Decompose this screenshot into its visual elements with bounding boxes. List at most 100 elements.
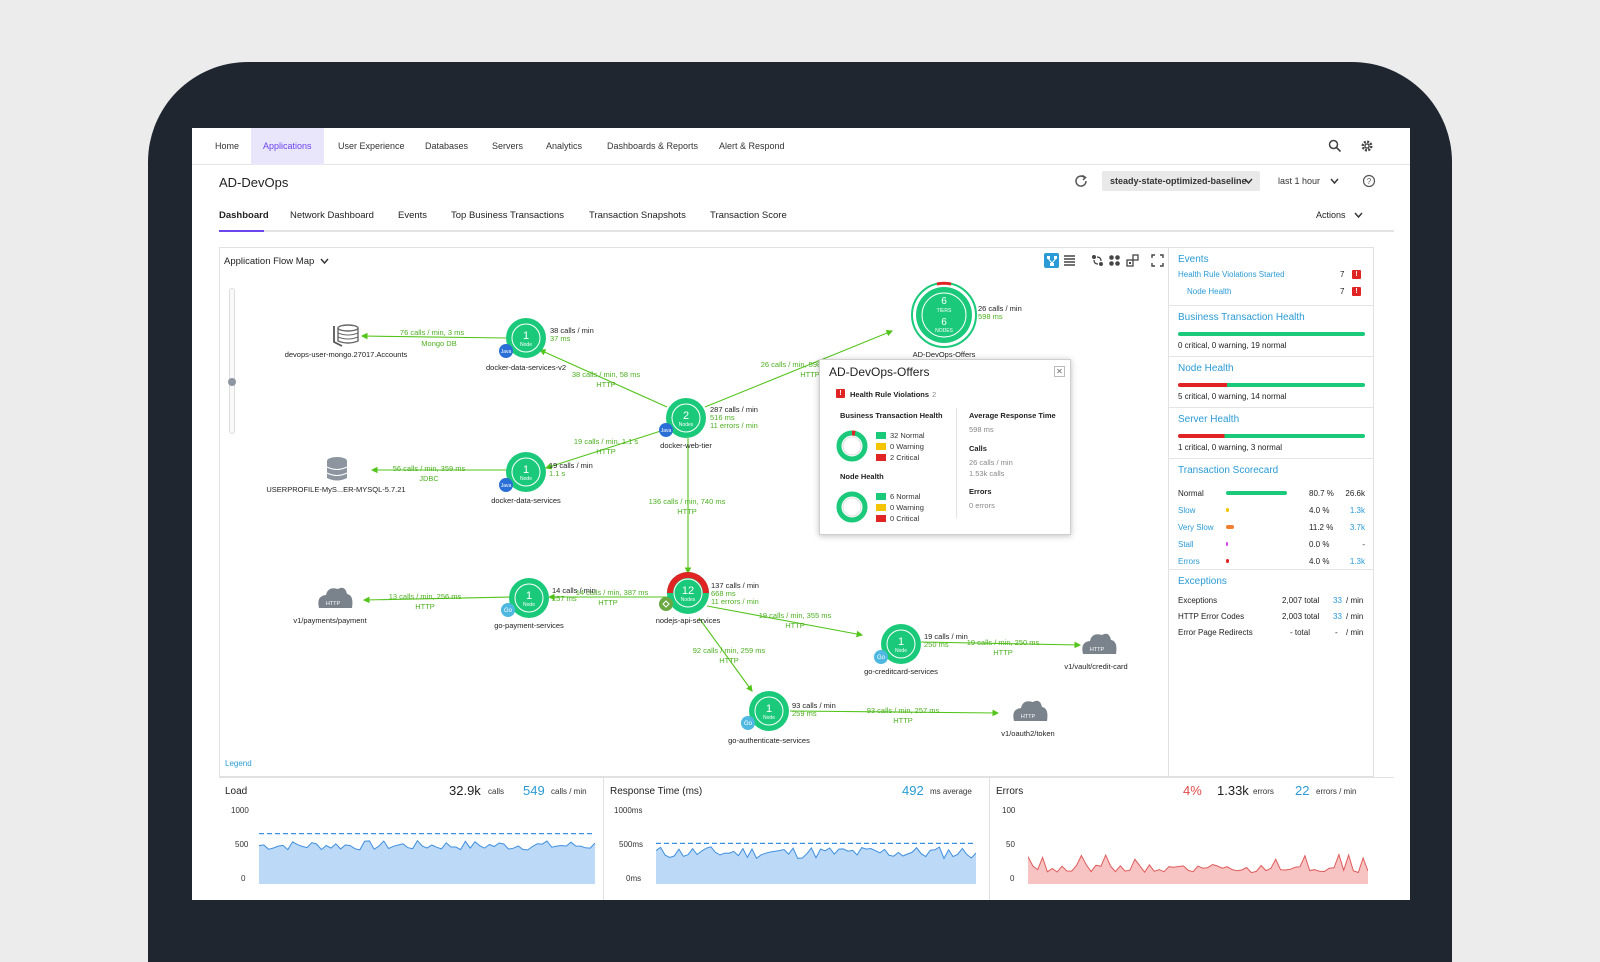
- help-icon[interactable]: ?: [1362, 174, 1376, 188]
- node-count: 12: [682, 585, 694, 597]
- node-go-authenticate-services[interactable]: 1 Node Go: [741, 691, 789, 731]
- errors-chart[interactable]: [1028, 814, 1368, 884]
- nav-dashboards-reports[interactable]: Dashboards & Reports: [607, 141, 699, 151]
- actions-menu[interactable]: Actions: [1316, 210, 1363, 220]
- load-rate: 549: [523, 783, 545, 798]
- event-row-label[interactable]: Health Rule Violations Started: [1178, 270, 1285, 279]
- event-row-label[interactable]: Node Health: [1187, 287, 1232, 296]
- refresh-icon[interactable]: [1073, 173, 1089, 189]
- nav-analytics[interactable]: Analytics: [546, 141, 583, 151]
- edge-label: 56 calls / min, 359 ms: [393, 464, 466, 473]
- node-go-payment-services[interactable]: 1 Node Go: [501, 578, 549, 618]
- y-tick: 0: [1010, 874, 1015, 883]
- scorecard-label[interactable]: Stall: [1178, 540, 1194, 549]
- tab-top-business-transactions[interactable]: Top Business Transactions: [451, 210, 565, 221]
- bt-health-title[interactable]: Business Transaction Health: [1178, 312, 1305, 323]
- response-time-chart[interactable]: [656, 814, 976, 884]
- zoom-slider-handle[interactable]: [228, 378, 236, 386]
- node-docker-data-services[interactable]: 1 Node Java: [499, 452, 546, 492]
- java-badge-icon: [499, 344, 513, 358]
- scorecard-count[interactable]: -: [1362, 540, 1365, 549]
- node-health-title[interactable]: Node Health: [1178, 363, 1234, 374]
- node-metric: 259 ms: [792, 709, 817, 718]
- nav-servers[interactable]: Servers: [492, 141, 524, 151]
- node-metric: 26 calls / min: [978, 304, 1022, 313]
- edge-cc-http[interactable]: [920, 641, 1082, 649]
- close-icon[interactable]: ✕: [1054, 366, 1065, 377]
- tab-transaction-snapshots[interactable]: Transaction Snapshots: [589, 210, 686, 221]
- http-cloud-icon[interactable]: HTTP: [318, 587, 353, 608]
- edge-web-ds[interactable]: [544, 427, 671, 470]
- scorecard-count[interactable]: 1.3k: [1349, 506, 1365, 515]
- nav-home[interactable]: Home: [215, 141, 240, 151]
- node-ad-devops-offers[interactable]: 6 TIERS 6 NODES: [911, 281, 977, 348]
- gear-icon[interactable]: [1360, 139, 1374, 153]
- errors-total-unit: errors: [1253, 787, 1274, 796]
- scorecard-percent: 0.0 %: [1309, 540, 1330, 549]
- nav-alert-respond[interactable]: Alert & Respond: [719, 141, 785, 151]
- nav-databases[interactable]: Databases: [425, 141, 469, 151]
- health-side-panel: Events Health Rule Violations Started 7 …: [1169, 247, 1374, 777]
- search-icon[interactable]: [1328, 139, 1342, 153]
- tab-dashboard[interactable]: Dashboard: [219, 210, 269, 221]
- load-chart[interactable]: [259, 814, 595, 884]
- mysql-database-icon[interactable]: [326, 457, 348, 481]
- page-title: AD-DevOps: [219, 175, 289, 190]
- exception-row-rate[interactable]: 33: [1333, 612, 1342, 621]
- http-cloud-icon[interactable]: HTTP: [1013, 700, 1048, 721]
- edge-pay-http[interactable]: [362, 596, 511, 604]
- flow-map-selector[interactable]: Application Flow Map: [224, 256, 329, 267]
- nav-applications[interactable]: Applications: [251, 128, 324, 165]
- group-nodes-icon[interactable]: [1108, 254, 1121, 267]
- zoom-slider-track[interactable]: [229, 288, 235, 434]
- edge-label: HTTP: [415, 602, 435, 611]
- legend-link[interactable]: Legend: [225, 759, 252, 768]
- edge-auth-http[interactable]: [789, 709, 1000, 717]
- hrv-label[interactable]: Health Rule Violations: [850, 390, 930, 399]
- edge-label: HTTP: [719, 656, 739, 665]
- events-title[interactable]: Events: [1178, 254, 1209, 265]
- node-metric: 19 calls / min: [924, 632, 968, 641]
- server-health-section: Server Health 1 critical, 0 warning, 3 n…: [1169, 408, 1374, 459]
- edge-node-cc[interactable]: [706, 605, 864, 638]
- scorecard-count[interactable]: 1.3k: [1349, 557, 1365, 566]
- list-view-icon[interactable]: [1063, 254, 1076, 267]
- node-name: docker-data-services-v2: [486, 363, 566, 372]
- nh-critical: 0 Critical: [890, 514, 920, 523]
- tab-events[interactable]: Events: [398, 210, 428, 221]
- nav-user-experience[interactable]: User Experience: [338, 141, 405, 151]
- edge-web-offers[interactable]: [704, 330, 894, 408]
- layout-icon[interactable]: [1126, 254, 1139, 267]
- scorecard-label[interactable]: Slow: [1178, 506, 1196, 515]
- node-docker-data-services-v2[interactable]: 1 Node Java: [499, 318, 546, 358]
- legend-normal-swatch: [876, 493, 886, 500]
- edge-label: 14 calls / min, 387 ms: [576, 588, 649, 597]
- tab-transaction-score[interactable]: Transaction Score: [710, 210, 787, 221]
- edge-web-dsv2[interactable]: [538, 349, 668, 408]
- hrv-count: 2: [932, 390, 937, 399]
- popup-title: AD-DevOps-Offers: [829, 365, 930, 379]
- fullscreen-icon[interactable]: [1151, 254, 1164, 267]
- tab-network-dashboard[interactable]: Network Dashboard: [290, 210, 374, 221]
- edge-node-auth[interactable]: [698, 617, 753, 692]
- scorecard-label[interactable]: Very Slow: [1178, 523, 1214, 532]
- exceptions-title[interactable]: Exceptions: [1178, 576, 1227, 587]
- errors-rate: 22: [1295, 783, 1310, 798]
- auto-arrange-icon[interactable]: [1091, 254, 1104, 267]
- scorecard-label[interactable]: Errors: [1178, 557, 1200, 566]
- scorecard-title[interactable]: Transaction Scorecard: [1178, 465, 1279, 476]
- app-screen: Home Applications User Experience Databa…: [192, 128, 1410, 900]
- series-line: [656, 846, 976, 860]
- mongodb-database-icon[interactable]: [333, 324, 359, 347]
- node-go-creditcard-services[interactable]: 1 Node Go: [874, 624, 921, 664]
- server-health-title[interactable]: Server Health: [1178, 414, 1240, 425]
- node-docker-web-tier[interactable]: 2 Nodes Java: [659, 398, 706, 438]
- scorecard-percent: 4.0 %: [1309, 557, 1330, 566]
- http-cloud-icon[interactable]: HTTP: [1082, 633, 1117, 654]
- scorecard-count[interactable]: 3.7k: [1349, 523, 1365, 532]
- time-range-dropdown[interactable]: last 1 hour: [1270, 171, 1342, 191]
- baseline-dropdown[interactable]: steady-state-optimized-baseline: [1102, 171, 1260, 191]
- edge-dsv2-mongo[interactable]: [360, 332, 507, 340]
- node-nodejs-api-services[interactable]: 12 Nodes: [659, 572, 709, 614]
- exception-row-rate[interactable]: 33: [1333, 596, 1342, 605]
